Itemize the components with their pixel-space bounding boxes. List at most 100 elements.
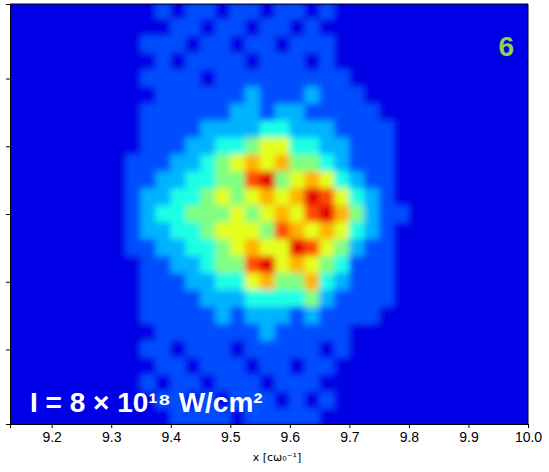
- heat-cell: [483, 53, 498, 71]
- heat-cell: [290, 137, 305, 155]
- x-tick-label: 9.2: [42, 429, 62, 445]
- heat-cell: [453, 104, 468, 122]
- heat-cell: [319, 307, 334, 325]
- heat-cell: [96, 273, 111, 291]
- heat-cell: [304, 36, 319, 54]
- heat-cell: [319, 19, 334, 37]
- heat-cell: [185, 273, 200, 291]
- heat-cell: [498, 222, 513, 240]
- heat-cell: [81, 273, 96, 291]
- heat-cell: [260, 324, 275, 342]
- heat-cell: [185, 239, 200, 257]
- heat-cell: [170, 307, 185, 325]
- heat-cell: [185, 188, 200, 206]
- heat-cell: [304, 375, 319, 393]
- heat-cell: [424, 239, 439, 257]
- heat-cell: [111, 53, 126, 71]
- heat-cell: [185, 358, 200, 376]
- heat-cell: [245, 358, 260, 376]
- heat-cell: [141, 307, 156, 325]
- heat-cell: [245, 273, 260, 291]
- heat-cell: [409, 222, 424, 240]
- heat-cell: [275, 392, 290, 410]
- heat-cell: [96, 324, 111, 342]
- heat-cell: [185, 324, 200, 342]
- heat-cell: [170, 290, 185, 308]
- heat-cell: [215, 19, 230, 37]
- heat-cell: [275, 19, 290, 37]
- heat-cell: [304, 53, 319, 71]
- heat-cell: [334, 171, 349, 189]
- heat-cell: [275, 154, 290, 172]
- heat-cell: [81, 358, 96, 376]
- heat-cell: [245, 137, 260, 155]
- y-tick-mark: [6, 349, 10, 350]
- heat-cell: [260, 154, 275, 172]
- heat-cell: [10, 290, 22, 308]
- heat-cell: [51, 290, 66, 308]
- heat-cell: [200, 36, 215, 54]
- heat-cell: [290, 222, 305, 240]
- heat-cell: [483, 307, 498, 325]
- heat-cell: [453, 4, 468, 20]
- heat-cell: [260, 53, 275, 71]
- heat-cell: [66, 19, 81, 37]
- heat-cell: [394, 324, 409, 342]
- heat-cell: [364, 104, 379, 122]
- heat-cell: [275, 256, 290, 274]
- heat-cell: [453, 188, 468, 206]
- heat-cell: [245, 53, 260, 71]
- heat-cell: [141, 137, 156, 155]
- x-tick-mark: [409, 424, 410, 428]
- heat-cell: [22, 341, 37, 359]
- heat-cell: [424, 104, 439, 122]
- heat-cell: [141, 4, 156, 20]
- heat-cell: [96, 341, 111, 359]
- heat-cell: [409, 87, 424, 105]
- heat-cell: [379, 273, 394, 291]
- heat-cell: [141, 171, 156, 189]
- heat-cell: [394, 121, 409, 139]
- heat-cell: [200, 341, 215, 359]
- heat-cell: [10, 358, 22, 376]
- heat-cell: [156, 273, 171, 291]
- heat-cell: [334, 239, 349, 257]
- heat-cell: [170, 188, 185, 206]
- heat-cell: [290, 4, 305, 20]
- heat-cell: [364, 154, 379, 172]
- heat-cell: [424, 36, 439, 54]
- heat-cell: [66, 188, 81, 206]
- heat-cell: [513, 375, 528, 393]
- y-tick: [6, 349, 10, 350]
- heat-cell: [200, 104, 215, 122]
- heat-cell: [111, 307, 126, 325]
- heat-cell: [215, 154, 230, 172]
- heat-cell: [51, 87, 66, 105]
- heat-cell: [215, 290, 230, 308]
- heat-cell: [483, 324, 498, 342]
- heat-cell: [66, 307, 81, 325]
- heat-cell: [126, 290, 141, 308]
- heat-cell: [245, 290, 260, 308]
- heat-cell: [319, 358, 334, 376]
- x-tick-label: 10.0: [515, 429, 542, 445]
- heat-cell: [438, 222, 453, 240]
- heat-cell: [22, 4, 37, 20]
- heat-cell: [111, 205, 126, 223]
- heat-cell: [51, 121, 66, 139]
- heat-cell: [290, 256, 305, 274]
- heat-cell: [10, 121, 22, 139]
- heat-cell: [319, 188, 334, 206]
- heat-cell: [438, 70, 453, 88]
- heat-cell: [200, 205, 215, 223]
- heat-cell: [141, 121, 156, 139]
- heat-cell: [468, 307, 483, 325]
- heat-cell: [334, 70, 349, 88]
- x-tick: 9.5: [221, 424, 241, 445]
- heat-cell: [349, 307, 364, 325]
- heat-cell: [290, 290, 305, 308]
- heat-cell: [319, 36, 334, 54]
- x-tick: 10.0: [515, 424, 542, 445]
- heat-cell: [290, 19, 305, 37]
- heat-cell: [275, 121, 290, 139]
